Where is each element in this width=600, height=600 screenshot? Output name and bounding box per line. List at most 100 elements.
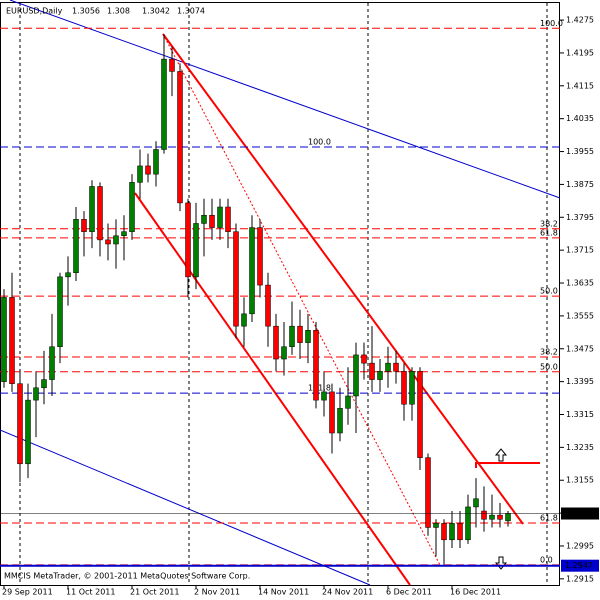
candle-body bbox=[449, 523, 455, 541]
candle-body bbox=[217, 206, 223, 228]
y-tick-label: 1.3235 bbox=[566, 443, 594, 452]
price-box bbox=[561, 559, 599, 572]
y-tick-label: 1.3315 bbox=[566, 410, 594, 419]
target-line bbox=[475, 462, 540, 468]
candle-body bbox=[433, 523, 439, 528]
candle-body bbox=[481, 510, 487, 520]
trendlines bbox=[0, 0, 561, 586]
candle-body bbox=[81, 219, 87, 232]
fib-label: 50.0 bbox=[540, 362, 558, 371]
fib-label: 38.2 bbox=[540, 219, 558, 228]
ohlc-value: 1.308 bbox=[107, 7, 130, 16]
candle-body bbox=[209, 214, 215, 228]
candle-body bbox=[145, 165, 151, 175]
candle-body bbox=[289, 325, 295, 347]
y-tick-label: 1.4195 bbox=[566, 48, 594, 57]
candle-body bbox=[313, 330, 319, 401]
candle-body bbox=[33, 387, 39, 401]
y-tick-label: 1.4035 bbox=[566, 114, 594, 123]
candle-body bbox=[25, 399, 31, 465]
candle-body bbox=[257, 227, 263, 286]
candle-body bbox=[17, 383, 23, 465]
x-tick-label: 14 Nov 2011 bbox=[258, 588, 309, 597]
candle-body bbox=[105, 239, 111, 245]
candle-body bbox=[73, 219, 79, 274]
candle-body bbox=[337, 408, 343, 434]
candle-body bbox=[425, 457, 431, 528]
up-arrow bbox=[494, 448, 508, 462]
fib-label: 61.8 bbox=[540, 228, 558, 237]
candle-body bbox=[329, 391, 335, 434]
candle-body bbox=[361, 354, 367, 364]
candle-body bbox=[9, 297, 15, 384]
candle-body bbox=[417, 371, 423, 458]
candle-body bbox=[377, 371, 383, 380]
candle-body bbox=[465, 506, 471, 541]
copyright: MMCIS MetaTrader, © 2001-2011 MetaQuotes… bbox=[4, 572, 250, 581]
candle-body bbox=[369, 362, 375, 380]
y-tick-label: 1.3635 bbox=[566, 279, 594, 288]
candle-body bbox=[249, 227, 255, 315]
candle-body bbox=[281, 346, 287, 360]
x-tick-label: 16 Dec 2011 bbox=[450, 588, 501, 597]
candle-body bbox=[89, 186, 95, 232]
y-tick-label: 1.3795 bbox=[566, 213, 594, 222]
candle-body bbox=[385, 362, 391, 372]
fib-label: 100.0 bbox=[540, 19, 563, 28]
y-tick-label: 1.3715 bbox=[566, 246, 594, 255]
price-box bbox=[561, 507, 599, 520]
x-tick-label: 6 Dec 2011 bbox=[386, 588, 432, 597]
candle-body bbox=[265, 284, 271, 327]
channel-line bbox=[134, 192, 411, 586]
x-tick-label: 24 Nov 2011 bbox=[322, 588, 373, 597]
candle-body bbox=[401, 371, 407, 405]
y-tick-label: 1.3555 bbox=[566, 311, 594, 320]
x-tick-label: 21 Oct 2011 bbox=[130, 588, 179, 597]
candle-body bbox=[441, 523, 447, 541]
fib-label: 38.2 bbox=[540, 347, 558, 356]
candle-body bbox=[241, 313, 247, 327]
price-label: 1.2947 bbox=[565, 561, 593, 570]
ohlc-value: 1.3074 bbox=[177, 7, 205, 16]
candle-body bbox=[225, 206, 231, 232]
candle-body bbox=[161, 58, 167, 150]
candle-body bbox=[65, 272, 71, 278]
candle-body bbox=[113, 235, 119, 245]
candle-body bbox=[297, 325, 303, 343]
price-label: 1.3074 bbox=[565, 509, 593, 518]
fib-label: 0.0 bbox=[540, 555, 553, 564]
candle-body bbox=[505, 513, 511, 522]
candle-body bbox=[1, 297, 7, 382]
candle-body bbox=[169, 58, 175, 72]
fib-label: 161.8 bbox=[308, 384, 331, 393]
plot-frame bbox=[0, 2, 560, 586]
candle-body bbox=[49, 346, 55, 380]
y-tick-label: 1.3875 bbox=[566, 180, 594, 189]
trendline bbox=[9, 0, 561, 199]
candle-body bbox=[497, 514, 503, 520]
candle-body bbox=[393, 362, 399, 372]
candle-body bbox=[177, 71, 183, 204]
candle-body bbox=[473, 498, 479, 508]
candle-body bbox=[97, 186, 103, 241]
candle-body bbox=[273, 325, 279, 360]
y-tick-label: 1.3395 bbox=[566, 377, 594, 386]
y-tick-label: 1.2915 bbox=[566, 574, 594, 583]
candle-body bbox=[185, 202, 191, 278]
candle-body bbox=[353, 354, 359, 397]
ohlc-value: 1.3042 bbox=[142, 7, 170, 16]
y-tick-label: 1.3155 bbox=[566, 476, 594, 485]
candle-body bbox=[457, 523, 463, 541]
candle-body bbox=[201, 214, 207, 224]
fib-label: 61.8 bbox=[540, 513, 558, 522]
candle-body bbox=[129, 182, 135, 232]
candle-body bbox=[345, 395, 351, 409]
x-tick-label: 2 Nov 2011 bbox=[194, 588, 240, 597]
period-separators bbox=[19, 3, 548, 585]
chart-title: EURUSD,Daily bbox=[6, 7, 63, 16]
channel-line bbox=[162, 33, 524, 525]
candle-body bbox=[121, 231, 127, 237]
candle-body bbox=[321, 391, 327, 401]
y-tick-label: 1.4275 bbox=[566, 16, 594, 25]
